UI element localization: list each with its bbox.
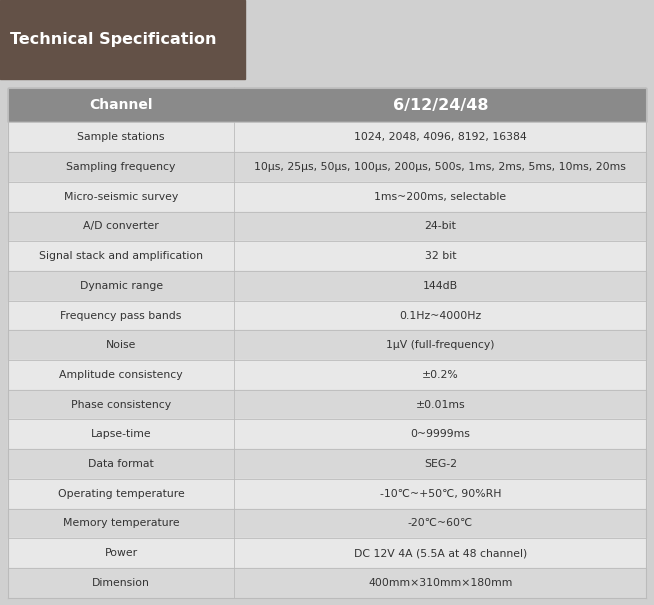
Text: Lapse-time: Lapse-time <box>91 430 152 439</box>
Text: 144dB: 144dB <box>422 281 458 291</box>
Text: Sampling frequency: Sampling frequency <box>67 162 176 172</box>
Bar <box>0 0 654 79</box>
Text: A/D converter: A/D converter <box>83 221 159 231</box>
Text: SEG-2: SEG-2 <box>424 459 456 469</box>
Bar <box>8 330 646 360</box>
Bar <box>8 182 646 212</box>
Bar <box>8 449 646 479</box>
Text: Micro-seismic survey: Micro-seismic survey <box>64 192 179 201</box>
Bar <box>8 419 646 449</box>
Text: 1ms~200ms, selectable: 1ms~200ms, selectable <box>374 192 506 201</box>
Text: Phase consistency: Phase consistency <box>71 400 171 410</box>
Text: 400mm×310mm×180mm: 400mm×310mm×180mm <box>368 578 513 588</box>
Bar <box>0 79 654 88</box>
Bar <box>8 241 646 271</box>
Bar <box>8 360 646 390</box>
Text: Dynamic range: Dynamic range <box>80 281 163 291</box>
Bar <box>0 0 245 79</box>
Bar <box>8 271 646 301</box>
Text: Sample stations: Sample stations <box>77 132 165 142</box>
Text: Amplitude consistency: Amplitude consistency <box>60 370 183 380</box>
Text: Signal stack and amplification: Signal stack and amplification <box>39 251 203 261</box>
Text: 24-bit: 24-bit <box>424 221 456 231</box>
Bar <box>8 538 646 568</box>
Text: 32 bit: 32 bit <box>424 251 456 261</box>
Text: Operating temperature: Operating temperature <box>58 489 184 499</box>
Bar <box>8 301 646 330</box>
Text: -20℃~60℃: -20℃~60℃ <box>407 518 473 529</box>
Text: Channel: Channel <box>90 98 153 112</box>
Bar <box>8 390 646 419</box>
Bar <box>8 212 646 241</box>
Text: 1μV (full-frequency): 1μV (full-frequency) <box>386 340 494 350</box>
Text: 1024, 2048, 4096, 8192, 16384: 1024, 2048, 4096, 8192, 16384 <box>354 132 526 142</box>
Text: Dimension: Dimension <box>92 578 150 588</box>
Text: Power: Power <box>105 548 138 558</box>
Text: 6/12/24/48: 6/12/24/48 <box>392 97 488 113</box>
Text: Memory temperature: Memory temperature <box>63 518 179 529</box>
Bar <box>8 509 646 538</box>
Text: Technical Specification: Technical Specification <box>10 32 216 47</box>
Text: -10℃~+50℃, 90%RH: -10℃~+50℃, 90%RH <box>379 489 501 499</box>
Bar <box>8 88 234 122</box>
Bar <box>234 88 646 122</box>
Text: Frequency pass bands: Frequency pass bands <box>60 310 182 321</box>
Text: 0.1Hz~4000Hz: 0.1Hz~4000Hz <box>399 310 481 321</box>
Text: ±0.2%: ±0.2% <box>422 370 458 380</box>
Text: DC 12V 4A (5.5A at 48 channel): DC 12V 4A (5.5A at 48 channel) <box>354 548 527 558</box>
Text: 0~9999ms: 0~9999ms <box>410 430 470 439</box>
Bar <box>8 152 646 182</box>
Text: Noise: Noise <box>106 340 136 350</box>
Text: Data format: Data format <box>88 459 154 469</box>
Bar <box>8 568 646 598</box>
Text: ±0.01ms: ±0.01ms <box>415 400 465 410</box>
Bar <box>8 479 646 509</box>
Bar <box>8 122 646 152</box>
Text: 10μs, 25μs, 50μs, 100μs, 200μs, 500s, 1ms, 2ms, 5ms, 10ms, 20ms: 10μs, 25μs, 50μs, 100μs, 200μs, 500s, 1m… <box>254 162 627 172</box>
